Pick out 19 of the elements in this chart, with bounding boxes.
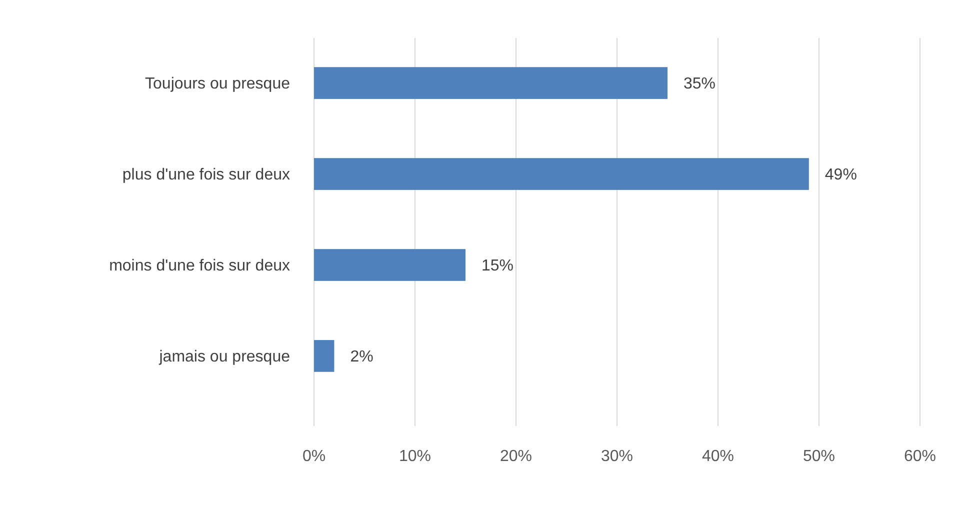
x-tick-label: 0% bbox=[302, 448, 326, 465]
y-tick-label: moins d'une fois sur deux bbox=[109, 258, 290, 275]
x-tick-label: 20% bbox=[500, 448, 532, 465]
bar bbox=[314, 67, 668, 99]
y-tick-label: Toujours ou presque bbox=[145, 76, 290, 93]
x-tick-label: 50% bbox=[802, 448, 836, 465]
y-tick-label: plus d'une fois sur deux bbox=[122, 166, 290, 184]
x-tick-label: 30% bbox=[600, 448, 634, 465]
x-tick-label: 10% bbox=[398, 448, 432, 465]
x-tick-label: 60% bbox=[904, 448, 936, 465]
y-tick-label: jamais ou presque bbox=[158, 348, 290, 366]
x-tick-label: 40% bbox=[702, 448, 734, 465]
data-label: 15% bbox=[482, 258, 514, 275]
data-label: 49% bbox=[824, 166, 857, 184]
data-label: 2% bbox=[350, 348, 374, 366]
bar bbox=[314, 158, 809, 190]
data-label: 35% bbox=[684, 76, 716, 93]
bar bbox=[314, 249, 466, 281]
bar bbox=[314, 340, 334, 372]
